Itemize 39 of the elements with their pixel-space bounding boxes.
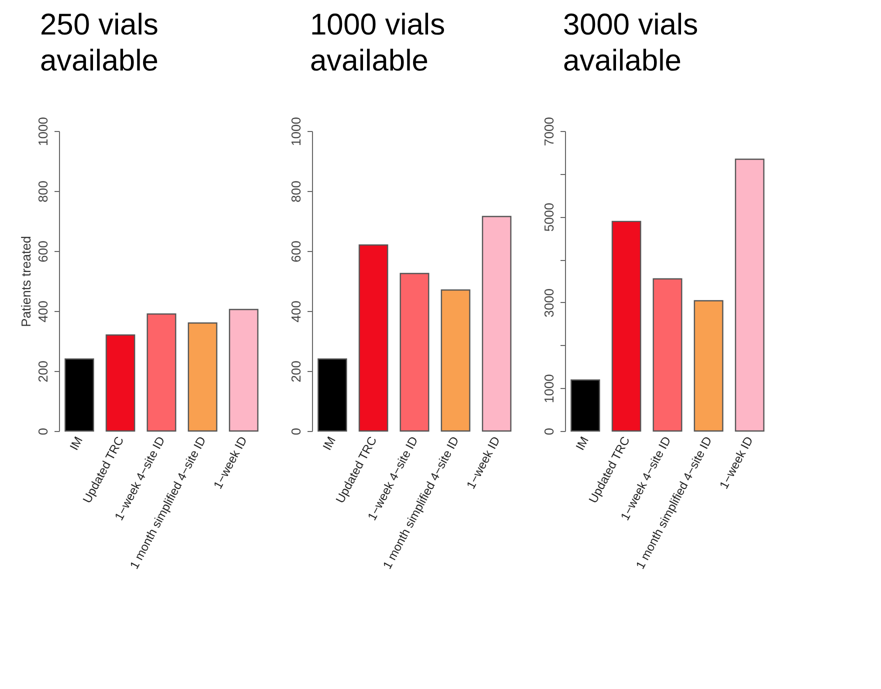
chart-title: 3000 vials available <box>563 8 698 78</box>
bar <box>570 379 600 432</box>
y-tick-label: 600 <box>36 240 50 262</box>
chart-title: 250 vials available <box>40 8 158 78</box>
bar <box>440 289 470 432</box>
bar <box>318 358 348 432</box>
y-tick-label: 800 <box>288 180 304 202</box>
y-tick-label: 0 <box>542 428 556 436</box>
x-tick-label: IM <box>320 434 339 453</box>
y-tick-label: 1000 <box>542 374 556 404</box>
y-tick-label: 1000 <box>288 117 304 146</box>
y-tick-label: 400 <box>36 300 50 322</box>
chart-title: 1000 vials available <box>310 8 446 78</box>
bar <box>652 278 682 432</box>
y-tick-label: 200 <box>288 360 304 382</box>
bar <box>358 244 388 432</box>
y-tick-label: 200 <box>36 360 50 382</box>
y-tick-label: 0 <box>36 428 50 436</box>
y-tick-label: 0 <box>288 428 304 436</box>
bar <box>482 216 512 432</box>
y-axis-title: Patients treated <box>18 236 34 328</box>
bar <box>400 272 430 432</box>
y-tick-label: 600 <box>288 240 304 262</box>
bar <box>146 313 176 432</box>
bar <box>612 220 642 432</box>
y-tick-label: 3000 <box>542 288 556 318</box>
y-tick-label: 800 <box>36 180 50 202</box>
y-tick-label: 400 <box>288 300 304 322</box>
x-tick-label: IM <box>572 434 592 453</box>
bar <box>188 322 218 432</box>
bar <box>694 300 724 432</box>
bar <box>228 308 258 432</box>
y-tick-label: 7000 <box>542 117 556 146</box>
bar <box>106 334 136 432</box>
bar <box>64 358 94 432</box>
x-tick-label: IM <box>66 434 86 453</box>
bar <box>734 158 764 432</box>
y-tick-label: 5000 <box>542 202 556 232</box>
y-tick-label: 1000 <box>36 117 50 146</box>
